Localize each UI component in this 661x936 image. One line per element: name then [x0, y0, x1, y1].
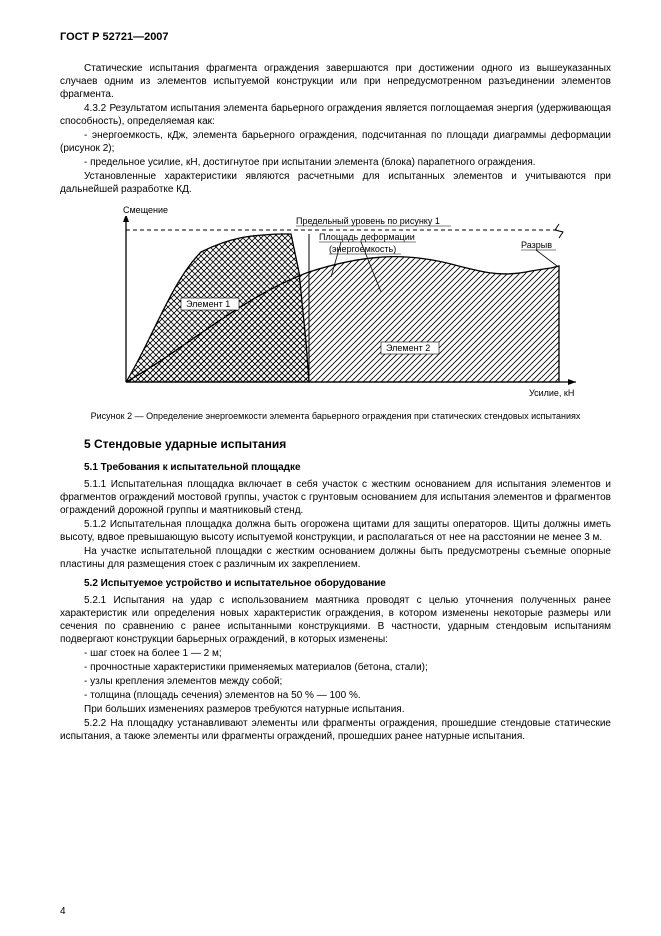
- paragraph: На участке испытательной площадки с жест…: [60, 545, 611, 571]
- section-5-title: 5 Стендовые ударные испытания: [84, 437, 611, 453]
- figure-2: Смещение Усилие, кН Предельный уровень по …: [60, 202, 611, 407]
- paragraph: 5.2.2 На площадку устанавливают элементы…: [60, 717, 611, 743]
- section-5-2-title: 5.2 Испытуемое устройство и испытательно…: [84, 577, 611, 590]
- list-item: - узлы крепления элементов между собой;: [60, 675, 611, 688]
- list-item: - шаг стоек на более 1 — 2 м;: [60, 647, 611, 660]
- svg-text:Смещение: Смещение: [123, 205, 168, 215]
- svg-text:Предельный уровень по рисунку: Предельный уровень по рисунку 1: [296, 216, 440, 226]
- list-item: - прочностные характеристики применяемых…: [60, 661, 611, 674]
- paragraph: При больших изменениях размеров требуютс…: [60, 703, 611, 716]
- paragraph: 5.2.1 Испытания на удар с использованием…: [60, 594, 611, 646]
- svg-text:Разрыв: Разрыв: [521, 240, 552, 250]
- paragraph: Установленные характеристики являются ра…: [60, 170, 611, 196]
- deformation-diagram: Смещение Усилие, кН Предельный уровень по …: [81, 202, 591, 407]
- figure-caption: Рисунок 2 — Определение энергоемкости эл…: [60, 411, 611, 423]
- paragraph: Статические испытания фрагмента огражден…: [60, 62, 611, 101]
- list-item: - толщина (площадь сечения) элементов на…: [60, 689, 611, 702]
- svg-text:Элемент 2: Элемент 2: [386, 343, 430, 353]
- paragraph: 5.1.2 Испытательная площадка должна быть…: [60, 518, 611, 544]
- document-header: ГОСТ Р 52721—2007: [60, 30, 611, 44]
- paragraph: 4.3.2 Результатом испытания элемента бар…: [60, 102, 611, 128]
- svg-text:Элемент 1: Элемент 1: [186, 299, 230, 309]
- section-5-1-title: 5.1 Требования к испытательной площадке: [84, 461, 611, 474]
- svg-text:Усилие, кН: Усилие, кН: [529, 388, 574, 398]
- list-item: - энергоемкость, кДж, элемента барьерног…: [60, 129, 611, 155]
- list-item: - предельное усилие, кН, достигнутое при…: [60, 156, 611, 169]
- paragraph: 5.1.1 Испытательная площадка включает в …: [60, 478, 611, 517]
- page: ГОСТ Р 52721—2007 Статические испытания …: [0, 0, 661, 936]
- svg-text:Площадь деформации: Площадь деформации: [319, 232, 415, 242]
- svg-text:(энергоемкость): (энергоемкость): [329, 244, 396, 254]
- page-number: 4: [60, 905, 66, 918]
